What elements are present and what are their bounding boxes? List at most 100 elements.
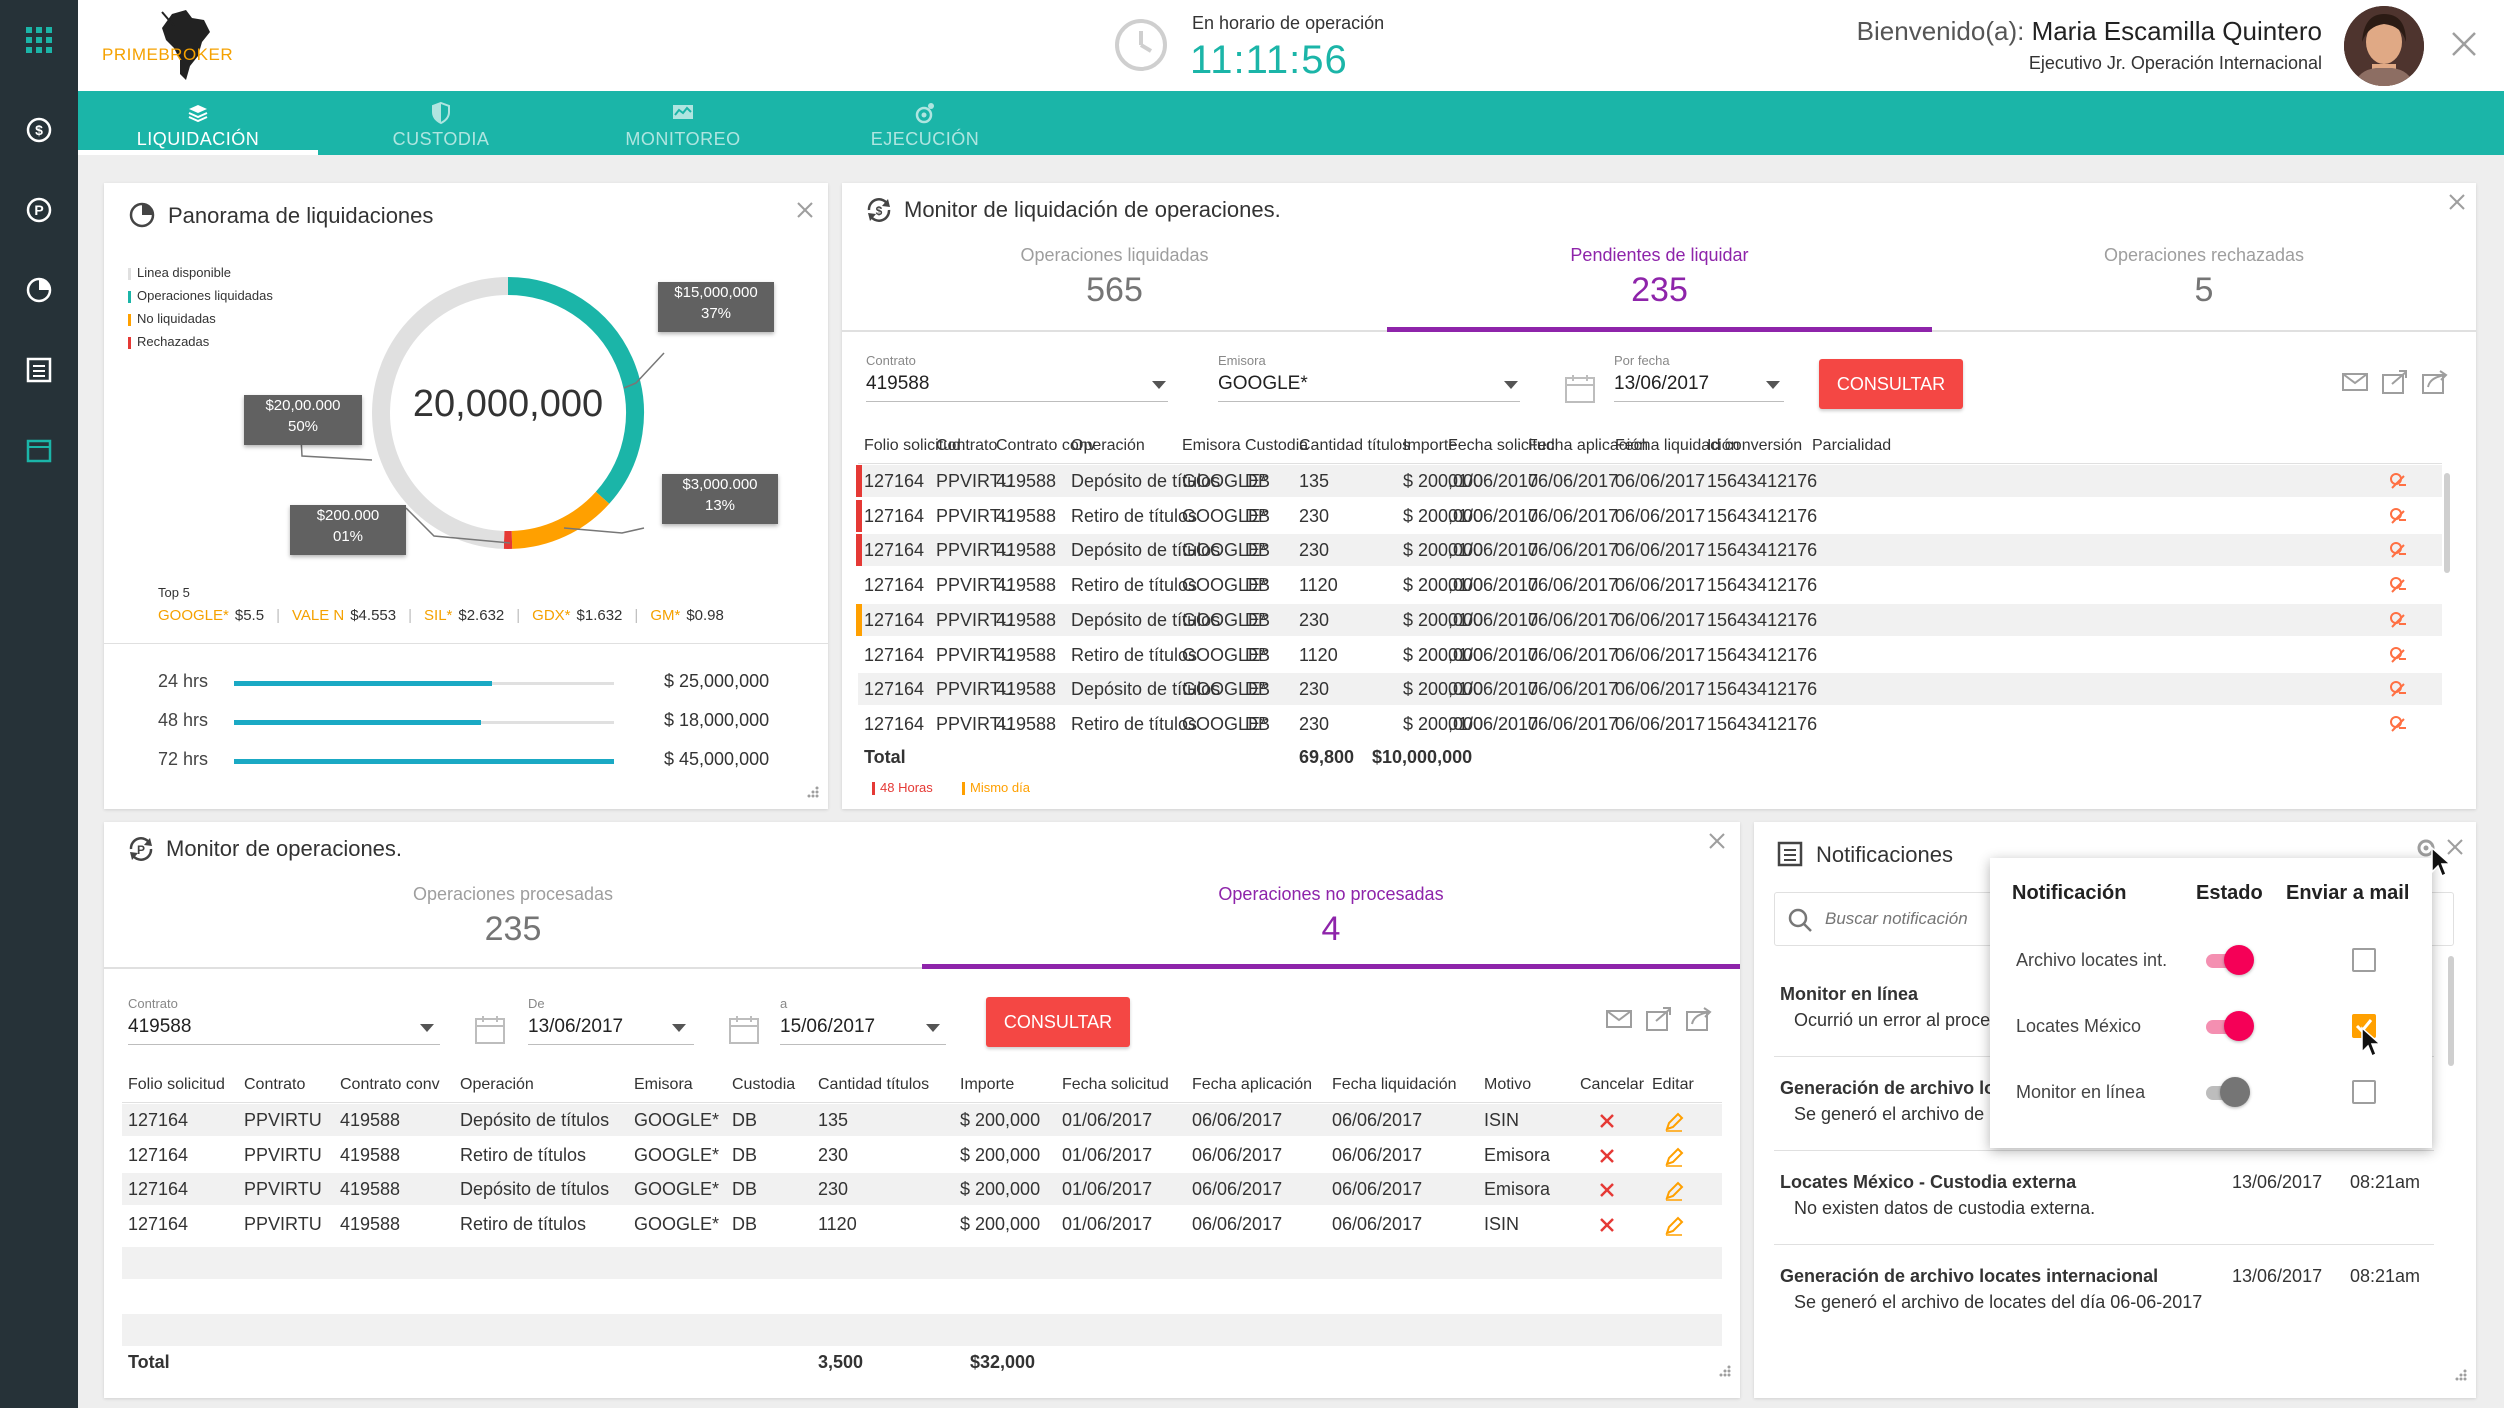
fecha-select[interactable]: Por fecha 13/06/2017 xyxy=(1614,353,1784,402)
close-app-icon[interactable] xyxy=(2450,30,2478,58)
state-toggle[interactable] xyxy=(2202,1076,2258,1108)
state-toggle[interactable] xyxy=(2202,1010,2258,1042)
table-cell: 230 xyxy=(1299,609,1330,630)
partial-icon[interactable] xyxy=(2388,610,2408,630)
edit-pencil-icon[interactable] xyxy=(1664,1147,1684,1167)
custody-icon[interactable]: P xyxy=(19,190,59,230)
table-row[interactable] xyxy=(858,499,2442,532)
partial-icon[interactable] xyxy=(2388,506,2408,526)
calendar-icon[interactable] xyxy=(474,1014,506,1046)
notification-item[interactable]: Monitor en línea Ocurrió un error al pro… xyxy=(1780,982,2380,1062)
notification-item[interactable]: Locates México - Custodia externa No exi… xyxy=(1780,1170,2440,1250)
partial-icon[interactable] xyxy=(2388,679,2408,699)
table-row[interactable] xyxy=(858,465,2442,497)
mail-checkbox[interactable] xyxy=(2352,1080,2376,1104)
consultar-button[interactable]: CONSULTAR xyxy=(1819,359,1963,409)
table-row[interactable] xyxy=(122,1138,1722,1171)
tab-liquidadas[interactable]: Operaciones liquidadas 565 xyxy=(842,223,1387,313)
consultar-button[interactable]: CONSULTAR xyxy=(986,997,1130,1047)
calendar-icon[interactable] xyxy=(19,430,59,470)
resize-handle-icon[interactable] xyxy=(1716,1364,1732,1380)
tab-ejecucion[interactable]: EJECUCIÓN xyxy=(805,91,1045,155)
col-header: Fecha liquidación xyxy=(1615,437,1740,454)
tab-pendientes[interactable]: Pendientes de liquidar 235 xyxy=(1387,223,1932,313)
cancel-icon[interactable] xyxy=(1598,1216,1616,1234)
table-row[interactable] xyxy=(858,673,2442,706)
search-input[interactable] xyxy=(1825,905,2005,933)
table-cell: PPVIRTU xyxy=(936,609,1014,630)
tag-amount: $15,000,000 xyxy=(674,284,758,301)
partial-icon[interactable] xyxy=(2388,540,2408,560)
close-card-icon[interactable] xyxy=(794,199,816,221)
mail-icon[interactable] xyxy=(1604,1004,1634,1034)
table-row[interactable] xyxy=(858,707,2442,740)
close-card-icon[interactable] xyxy=(1706,830,1728,852)
tab-procesadas[interactable]: Operaciones procesadas 235 xyxy=(104,862,922,952)
edit-pencil-icon[interactable] xyxy=(1664,1181,1684,1202)
mail-checkbox[interactable] xyxy=(2352,948,2376,972)
table-cell: 419588 xyxy=(340,1179,401,1200)
contrato-select[interactable]: Contrato 419588 xyxy=(866,353,1168,402)
liquidation-icon[interactable]: $ xyxy=(19,110,59,150)
calendar-icon[interactable] xyxy=(728,1014,760,1046)
close-card-icon[interactable] xyxy=(2446,191,2468,213)
tab-custodia[interactable]: CUSTODIA xyxy=(321,91,561,155)
table-cell: DB xyxy=(1245,609,1271,630)
cancel-icon[interactable] xyxy=(1598,1112,1616,1130)
edit-pencil-icon[interactable] xyxy=(1664,1216,1684,1236)
close-card-icon[interactable] xyxy=(2444,836,2466,858)
export-icon[interactable] xyxy=(2380,367,2410,397)
legend-swatch xyxy=(128,267,131,280)
export-icon[interactable] xyxy=(1644,1004,1674,1034)
top-value: $4.553 xyxy=(350,607,397,624)
notification-item[interactable]: Generación de archivo locates internacio… xyxy=(1780,1264,2440,1344)
tab-rechazadas[interactable]: Operaciones rechazadas 5 xyxy=(1932,223,2476,313)
share-icon[interactable] xyxy=(2420,367,2450,397)
calendar-icon[interactable] xyxy=(1564,373,1596,405)
table-row[interactable] xyxy=(858,603,2442,636)
legend-item: Mismo día xyxy=(962,780,1030,796)
field-underline xyxy=(1614,401,1784,402)
table-row[interactable] xyxy=(858,638,2442,671)
hours-label: En horario de operación xyxy=(1192,13,1385,33)
state-toggle[interactable] xyxy=(2202,944,2258,976)
partial-icon[interactable] xyxy=(2388,575,2408,595)
table-row[interactable] xyxy=(122,1104,1722,1136)
monitor-liquidacion-card: $ Monitor de liquidación de operaciones.… xyxy=(842,183,2476,809)
notification-title: Locates México - Custodia externa xyxy=(1780,1172,2077,1192)
table-row[interactable] xyxy=(858,534,2442,567)
edit-pencil-icon[interactable] xyxy=(1664,1112,1684,1132)
notifications-scrollbar[interactable] xyxy=(2448,956,2454,1066)
tab-monitoreo[interactable]: MONITOREO xyxy=(563,91,803,155)
user-avatar[interactable] xyxy=(2344,6,2424,86)
svg-text:$: $ xyxy=(35,122,43,138)
table-scrollbar[interactable] xyxy=(2444,473,2450,573)
partial-icon[interactable] xyxy=(2388,645,2408,665)
partial-icon[interactable] xyxy=(2388,471,2408,491)
share-icon[interactable] xyxy=(1684,1004,1714,1034)
fecha-hasta-select[interactable]: a 15/06/2017 xyxy=(780,996,946,1045)
table-cell: 15643412176 xyxy=(1707,609,1818,630)
contrato-select[interactable]: Contrato 419588 xyxy=(128,996,440,1045)
separator: | xyxy=(516,607,521,624)
table-row[interactable] xyxy=(858,569,2442,602)
cancel-icon[interactable] xyxy=(1598,1181,1616,1199)
emisora-select[interactable]: Emisora GOOGLE* xyxy=(1218,353,1520,402)
resize-handle-icon[interactable] xyxy=(2452,1368,2468,1384)
list-icon[interactable] xyxy=(19,350,59,390)
cancel-icon[interactable] xyxy=(1598,1147,1616,1165)
table-row[interactable] xyxy=(122,1173,1722,1206)
partial-icon[interactable] xyxy=(2388,714,2408,734)
table-cell: PPVIRTU xyxy=(936,505,1014,526)
tab-label: CUSTODIA xyxy=(392,129,490,149)
mail-icon[interactable] xyxy=(2340,367,2370,397)
table-cell: Emisora xyxy=(1484,1179,1551,1200)
notification-item[interactable]: Generación de archivo loc Se generó el a… xyxy=(1780,1076,2380,1156)
table-row[interactable] xyxy=(122,1208,1722,1241)
resize-handle-icon[interactable] xyxy=(804,785,820,801)
apps-grid-icon[interactable] xyxy=(19,20,59,60)
fecha-desde-select[interactable]: De 13/06/2017 xyxy=(528,996,694,1045)
pie-chart-icon[interactable] xyxy=(19,270,59,310)
tab-liquidacion[interactable]: LIQUIDACIÓN xyxy=(78,91,318,155)
tab-no-procesadas[interactable]: Operaciones no procesadas 4 xyxy=(922,862,1740,952)
